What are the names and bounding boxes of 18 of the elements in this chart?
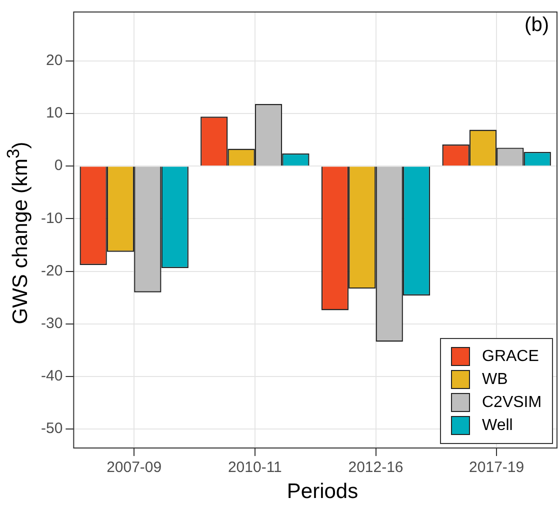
legend-label: C2VSIM [482, 394, 542, 412]
x-tick-label: 2012-16 [348, 459, 404, 476]
y-tick-label: -20 [40, 262, 63, 280]
annotation: (b) [524, 14, 549, 37]
y-tick-label: -50 [40, 420, 63, 438]
x-tick-label: 2010-11 [228, 459, 282, 476]
x-axis-title: Periods [286, 480, 360, 504]
y-tick-label: -30 [40, 315, 63, 332]
y-tick-label: -40 [40, 368, 63, 385]
legend-label: WB [482, 370, 508, 388]
legend-label: Well [482, 416, 513, 434]
legend-label: GRACE [482, 348, 539, 366]
y-tick-label: 10 [46, 104, 63, 122]
y-tick-label: -10 [40, 210, 63, 227]
x-tick-label: 2017-19 [469, 459, 524, 476]
y-tick-label: 20 [46, 52, 63, 70]
y-tick-label: 0 [54, 157, 63, 174]
x-tick-label: 2007-09 [106, 459, 162, 476]
